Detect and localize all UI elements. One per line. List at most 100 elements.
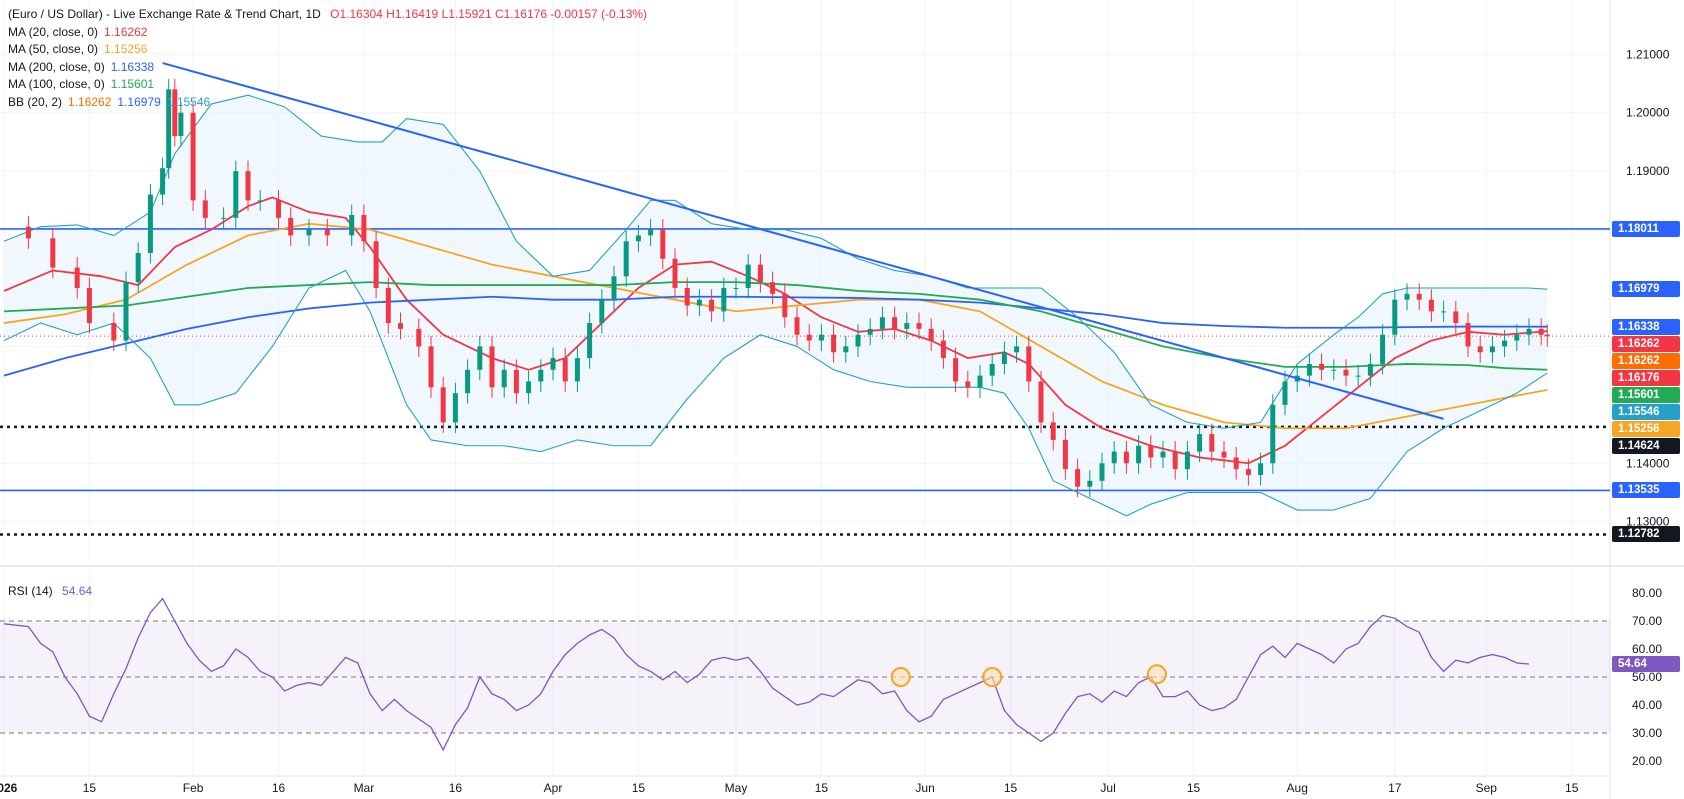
legend-indicator-row[interactable]: MA (20, close, 0) 1.16262: [8, 24, 653, 42]
time-tick-label: 17: [1388, 781, 1402, 795]
bullish-candle: [1014, 346, 1020, 353]
series-line: [3, 295, 1548, 377]
bullish-candle: [1404, 293, 1410, 300]
bullish-candle: [599, 299, 605, 324]
bearish-candle: [1544, 334, 1550, 337]
price-value-tag: 1.16262: [1612, 352, 1680, 369]
bullish-candle: [477, 346, 483, 370]
time-tick-label: 15: [1187, 781, 1201, 795]
bearish-candle: [1343, 369, 1349, 376]
ohlc-readout: O1.16304 H1.16419 L1.15921 C1.16176 -0.0…: [330, 7, 648, 21]
bullish-candle: [1526, 328, 1532, 335]
bearish-candle: [190, 112, 196, 201]
bullish-candle: [465, 369, 471, 394]
indicator-value: 1.15256: [104, 42, 148, 56]
price-value-tag: 1.14624: [1612, 437, 1680, 454]
bullish-candle: [1282, 381, 1288, 405]
series-line: [3, 94, 1548, 429]
bullish-candle: [1136, 445, 1142, 464]
bearish-candle: [86, 288, 92, 324]
price-value-tag: 1.16338: [1612, 318, 1680, 335]
bullish-candle: [855, 334, 861, 347]
time-tick-label: Sep: [1476, 781, 1498, 795]
bullish-candle: [221, 217, 227, 219]
bearish-candle: [324, 229, 330, 236]
legend-indicator-row[interactable]: MA (50, close, 0) 1.15256: [8, 41, 653, 59]
bullish-candle: [1331, 369, 1337, 371]
time-tick-label: Mar: [354, 781, 375, 795]
chart-title: (Euro / US Dollar) - Live Exchange Rate …: [8, 7, 321, 21]
bearish-candle: [398, 323, 403, 329]
indicator-label: MA (20, close, 0): [8, 24, 99, 39]
bearish-candle: [1477, 346, 1483, 353]
bullish-candle: [147, 194, 153, 253]
time-tick-label: Jun: [915, 781, 934, 795]
bullish-candle: [257, 200, 263, 202]
bullish-candle: [1514, 334, 1520, 341]
bullish-candle: [721, 288, 727, 312]
rsi-tick-label: 80.00: [1632, 586, 1662, 600]
indicator-value: 1.15546: [166, 94, 211, 109]
bearish-candle: [562, 358, 568, 382]
bullish-candle: [160, 168, 166, 195]
series-line: [3, 269, 1548, 517]
bullish-candle: [538, 369, 544, 382]
rsi-tick-label: 30.00: [1632, 726, 1662, 740]
rsi-highlight-marker: [982, 667, 1003, 687]
indicator-label: MA (100, close, 0): [8, 77, 105, 91]
bearish-candle: [709, 299, 715, 312]
bearish-candle: [928, 328, 934, 341]
bollinger-band-fill: [4, 95, 1548, 516]
descending-trendline[interactable]: [162, 62, 1444, 420]
bearish-candle: [1123, 451, 1129, 464]
bearish-candle: [1453, 311, 1459, 324]
rsi-tick-label: 50.00: [1632, 670, 1662, 684]
price-value-tag: 1.15256: [1612, 420, 1680, 437]
bullish-candle: [123, 282, 129, 341]
bullish-candle: [1355, 375, 1361, 377]
price-value-tag: 1.12782: [1612, 526, 1680, 543]
bearish-candle: [1050, 422, 1056, 440]
bearish-candle: [770, 282, 776, 294]
rsi-legend: RSI (14) 54.64: [8, 584, 92, 598]
legend-indicator-row[interactable]: MA (100, close, 0) 1.15601: [8, 76, 653, 94]
bearish-candle: [440, 387, 446, 423]
time-tick-label: 2026: [0, 781, 18, 795]
bullish-candle: [879, 317, 885, 329]
bullish-candle: [989, 363, 995, 376]
bearish-candle: [1209, 434, 1215, 452]
bullish-candle: [745, 264, 751, 288]
legend-indicator-row[interactable]: MA (200, close, 0) 1.16338: [8, 59, 653, 77]
indicator-value: 1.16262: [104, 24, 148, 39]
bullish-candle: [1087, 480, 1093, 487]
time-tick-label: 15: [632, 781, 646, 795]
bearish-candle: [965, 381, 971, 388]
bullish-candle: [349, 214, 355, 236]
bearish-candle: [385, 288, 391, 324]
bullish-candle: [635, 235, 641, 242]
bearish-candle: [428, 346, 434, 388]
price-value-tag: 1.16176: [1612, 369, 1680, 386]
bullish-candle: [818, 334, 824, 341]
legend-indicator-row[interactable]: BB (20, 2) 1.16262 1.16979 1.15546: [8, 94, 653, 112]
bullish-candle: [526, 381, 532, 394]
indicator-label: MA (50, close, 0): [8, 42, 99, 56]
price-tick-label: 1.20000: [1626, 106, 1670, 120]
bullish-candle: [1270, 404, 1276, 464]
price-tick-label: 1.21000: [1626, 47, 1670, 61]
bearish-candle: [953, 358, 959, 382]
bearish-candle: [1465, 323, 1471, 347]
bearish-candle: [361, 214, 367, 242]
time-tick-label: 15: [1004, 781, 1018, 795]
bearish-candle: [794, 317, 800, 335]
price-value-tag: 1.16262: [1612, 335, 1680, 352]
bearish-candle: [1245, 469, 1251, 475]
series-line: [3, 222, 1548, 430]
rsi-value-tag: 54.64: [1612, 656, 1680, 672]
bullish-candle: [1306, 363, 1312, 376]
bearish-candle: [489, 346, 495, 388]
rsi-highlight-marker: [1146, 664, 1167, 685]
bearish-candle: [245, 171, 251, 201]
bullish-candle: [623, 241, 629, 277]
